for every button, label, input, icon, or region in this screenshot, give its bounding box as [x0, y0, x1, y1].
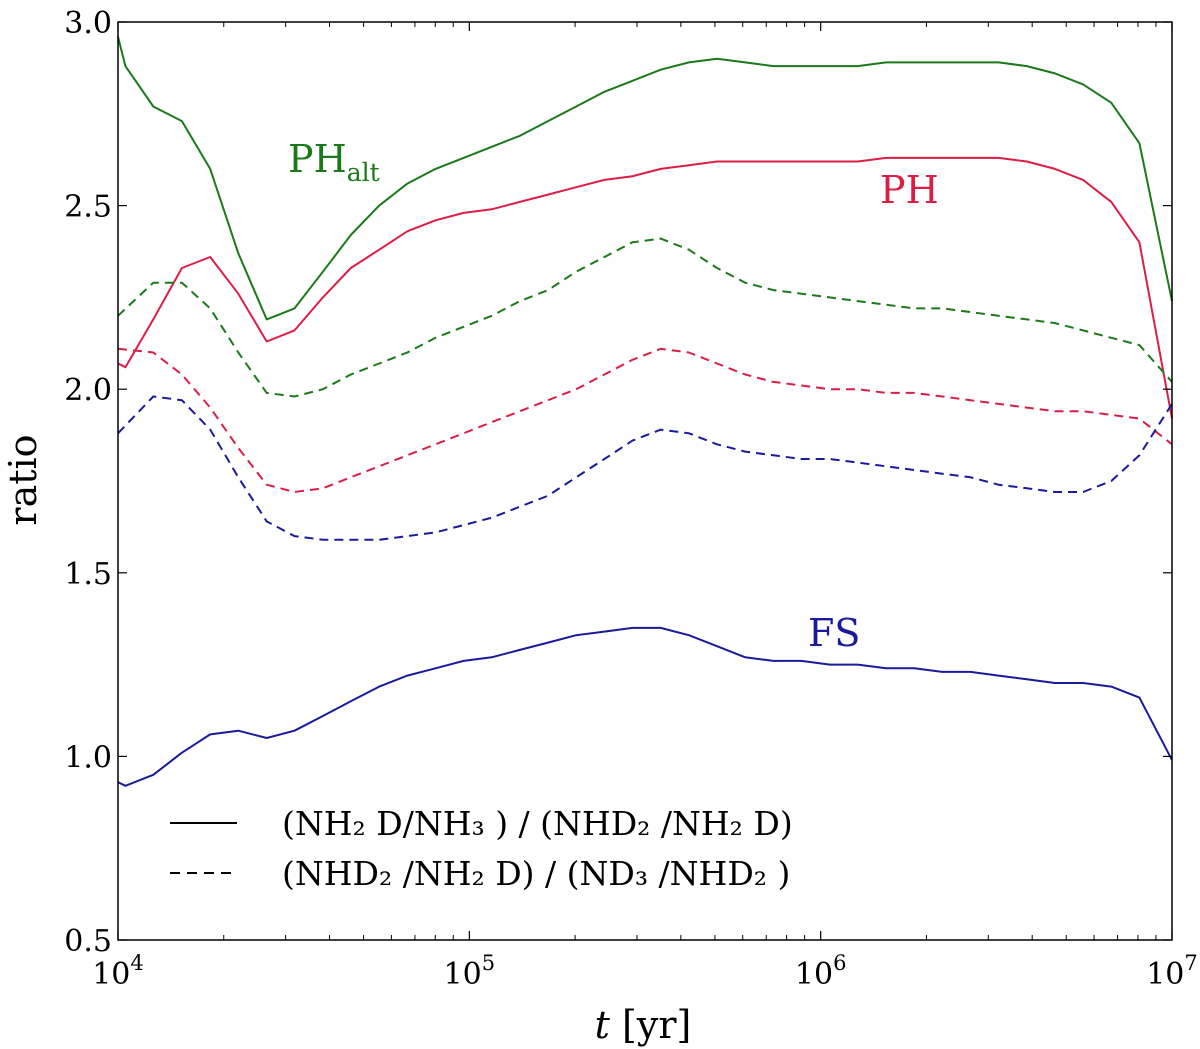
label-ph-alt-main: PH [288, 137, 347, 181]
y-tick-label: 1.0 [64, 740, 112, 775]
x-axis-label: t [yr] [595, 1003, 692, 1047]
series-FS-dashed [117, 395, 1173, 541]
x-tick-exp: 7 [1184, 951, 1197, 975]
legend: (NH₂ D/NH₃ ) / (NHD₂ /NH₂ D) (NHD₂ /NH₂ … [170, 804, 793, 893]
x-tick-exp: 4 [130, 951, 143, 975]
x-axis-label-unit: [yr] [610, 1003, 691, 1047]
label-fs: FS [808, 611, 860, 655]
series-layer [117, 36, 1173, 787]
y-tick-label: 2.0 [64, 373, 112, 408]
label-ph: PH [880, 168, 939, 212]
x-tick-base: 10 [1146, 957, 1184, 992]
series-PH-dashed [117, 347, 1173, 493]
x-tick-label: 107 [1146, 951, 1198, 992]
x-tick-base: 10 [92, 957, 130, 992]
x-tick-label: 105 [444, 951, 496, 992]
series-PH_alt-dashed [117, 237, 1173, 398]
series-FS-solid [117, 626, 1173, 787]
label-ph-alt-sub: alt [347, 158, 380, 187]
y-axis-label: ratio [1, 434, 45, 525]
x-tick-exp: 6 [833, 951, 846, 975]
series-PH_alt-solid [117, 36, 1173, 321]
plot-area-border [117, 21, 1173, 941]
x-tick-base: 10 [795, 957, 833, 992]
y-tick-label: 0.5 [64, 924, 112, 959]
plot-frame [117, 21, 1173, 941]
y-tick-label: 3.0 [64, 6, 112, 41]
legend-dashed-label: (NHD₂ /NH₂ D) / (ND₃ /NHD₂ ) [282, 854, 790, 893]
y-tick-label: 2.5 [64, 190, 112, 225]
x-tick-base: 10 [444, 957, 482, 992]
legend-solid-label: (NH₂ D/NH₃ ) / (NHD₂ /NH₂ D) [282, 804, 793, 843]
y-tick-label: 1.5 [64, 557, 112, 592]
label-ph-alt: PHalt [288, 137, 380, 187]
x-tick-label: 104 [92, 951, 144, 992]
series-PH-solid [117, 156, 1173, 419]
x-axis-label-var: t [595, 1003, 611, 1047]
x-tick-label: 106 [795, 951, 847, 992]
x-tick-exp: 5 [482, 951, 495, 975]
